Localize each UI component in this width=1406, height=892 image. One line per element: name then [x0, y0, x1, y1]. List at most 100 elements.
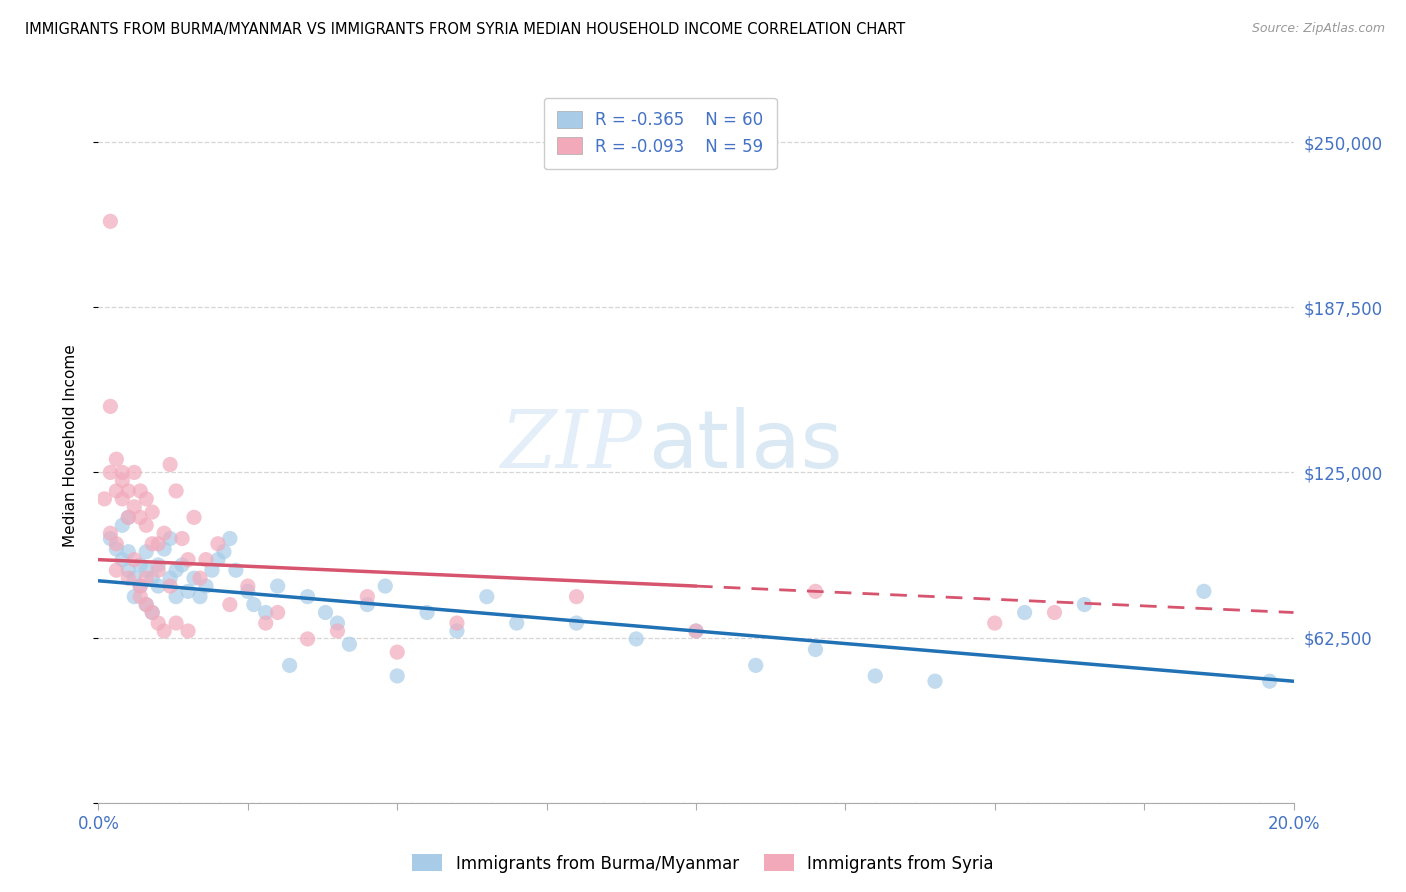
Point — [254, 606, 277, 620]
Point — [148, 537, 170, 551]
Legend: R = -0.365    N = 60, R = -0.093    N = 59: R = -0.365 N = 60, R = -0.093 N = 59 — [544, 97, 776, 169]
Point — [172, 532, 194, 546]
Point — [165, 563, 187, 577]
Point — [111, 491, 134, 506]
Point — [475, 590, 498, 604]
Point — [267, 579, 290, 593]
Point — [98, 466, 122, 480]
Point — [135, 571, 157, 585]
Point — [745, 658, 768, 673]
Point — [117, 510, 139, 524]
Point — [98, 526, 122, 541]
Point — [98, 400, 122, 414]
Point — [124, 571, 146, 585]
Point — [446, 624, 468, 638]
Point — [105, 483, 128, 498]
Point — [1043, 606, 1066, 620]
Text: ZIP: ZIP — [501, 408, 643, 484]
Point — [326, 616, 349, 631]
Text: atlas: atlas — [648, 407, 842, 485]
Point — [141, 505, 163, 519]
Point — [105, 537, 128, 551]
Point — [207, 552, 229, 566]
Point — [117, 483, 139, 498]
Point — [297, 590, 319, 604]
Point — [124, 590, 146, 604]
Point — [804, 642, 827, 657]
Point — [148, 616, 170, 631]
Point — [153, 624, 176, 638]
Point — [236, 584, 259, 599]
Point — [111, 474, 134, 488]
Point — [219, 598, 242, 612]
Point — [117, 571, 139, 585]
Point — [188, 571, 211, 585]
Point — [243, 598, 266, 612]
Point — [135, 491, 157, 506]
Point — [565, 590, 588, 604]
Point — [172, 558, 194, 572]
Point — [98, 532, 122, 546]
Point — [1192, 584, 1215, 599]
Point — [685, 624, 707, 638]
Point — [626, 632, 648, 646]
Point — [135, 563, 157, 577]
Point — [297, 632, 319, 646]
Point — [201, 563, 224, 577]
Point — [129, 590, 152, 604]
Point — [148, 558, 170, 572]
Point — [506, 616, 529, 631]
Point — [984, 616, 1007, 631]
Point — [177, 624, 200, 638]
Point — [565, 616, 588, 631]
Point — [315, 606, 337, 620]
Point — [339, 637, 361, 651]
Point — [326, 624, 349, 638]
Point — [685, 624, 707, 638]
Point — [111, 552, 134, 566]
Point — [416, 606, 439, 620]
Point — [1258, 674, 1281, 689]
Point — [141, 571, 163, 585]
Point — [159, 458, 181, 472]
Text: Source: ZipAtlas.com: Source: ZipAtlas.com — [1251, 22, 1385, 36]
Point — [183, 510, 205, 524]
Point — [135, 598, 157, 612]
Point — [124, 552, 146, 566]
Point — [159, 571, 181, 585]
Point — [195, 552, 218, 566]
Point — [129, 510, 152, 524]
Point — [98, 214, 122, 228]
Point — [804, 584, 827, 599]
Point — [177, 584, 200, 599]
Point — [105, 563, 128, 577]
Point — [207, 537, 229, 551]
Point — [141, 606, 163, 620]
Point — [111, 518, 134, 533]
Point — [385, 669, 409, 683]
Point — [135, 545, 157, 559]
Point — [159, 579, 181, 593]
Point — [374, 579, 396, 593]
Point — [183, 571, 205, 585]
Point — [124, 500, 146, 514]
Y-axis label: Median Household Income: Median Household Income — [63, 344, 77, 548]
Point — [111, 466, 134, 480]
Point — [165, 616, 187, 631]
Point — [148, 579, 170, 593]
Point — [148, 563, 170, 577]
Point — [141, 537, 163, 551]
Point — [129, 558, 152, 572]
Point — [1073, 598, 1095, 612]
Point — [212, 545, 235, 559]
Point — [141, 606, 163, 620]
Text: IMMIGRANTS FROM BURMA/MYANMAR VS IMMIGRANTS FROM SYRIA MEDIAN HOUSEHOLD INCOME C: IMMIGRANTS FROM BURMA/MYANMAR VS IMMIGRA… — [25, 22, 905, 37]
Point — [153, 526, 176, 541]
Point — [124, 466, 146, 480]
Point — [278, 658, 301, 673]
Point — [165, 590, 187, 604]
Point — [117, 510, 139, 524]
Point — [385, 645, 409, 659]
Point — [177, 552, 200, 566]
Point — [865, 669, 887, 683]
